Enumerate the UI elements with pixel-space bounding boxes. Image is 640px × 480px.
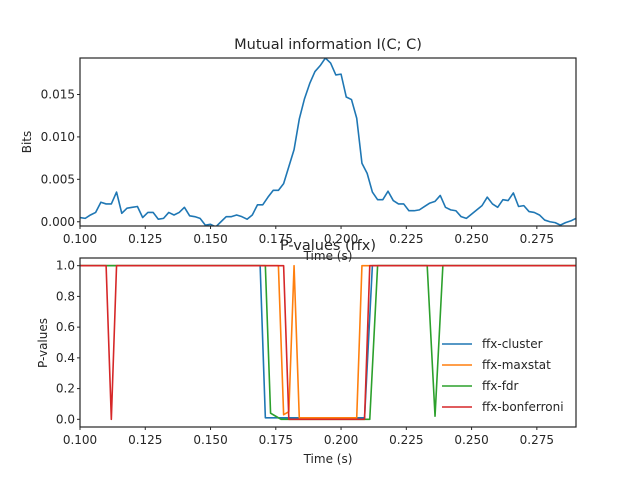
x-tick-label: 0.200 — [324, 232, 358, 246]
x-tick-label: 0.225 — [389, 433, 423, 447]
y-tick-label: 0.6 — [56, 320, 75, 334]
x-tick-label: 0.175 — [259, 232, 293, 246]
legend-label: ffx-maxstat — [482, 358, 551, 372]
x-axis-label: Time (s) — [303, 452, 353, 466]
y-tick-label: 0.4 — [56, 351, 75, 365]
x-tick-label: 0.275 — [520, 433, 554, 447]
y-axis-label: P-values — [36, 318, 50, 368]
mutual-information-panel: Mutual information I(C; C) 0.100 0.125 0.1… — [20, 37, 577, 263]
x-tick-label: 0.250 — [454, 232, 488, 246]
x-tick-label: 0.150 — [193, 433, 227, 447]
x-tick-label: 0.150 — [193, 232, 227, 246]
y-tick-label: 1.0 — [56, 259, 75, 273]
legend-label: ffx-cluster — [482, 337, 543, 351]
chart-title: Mutual information I(C; C) — [234, 37, 422, 53]
y-axis-label: Bits — [20, 131, 34, 154]
x-tick-label: 0.125 — [128, 433, 162, 447]
chart-title: P-values (rfx) — [280, 238, 376, 254]
x-axis: 0.100 0.125 0.150 0.175 0.200 0.225 0.250 0.275 — [63, 427, 554, 447]
series-line-series-0 — [80, 58, 576, 226]
axes-frame — [79, 57, 577, 227]
axes-frame — [79, 257, 577, 428]
legend-label: ffx-fdr — [482, 379, 519, 393]
y-axis: 0.000 0.005 0.010 0.015 — [41, 87, 80, 229]
y-tick-label: 0.8 — [56, 289, 75, 303]
x-axis-label: Time (s) — [303, 249, 353, 263]
y-tick-label: 0.0 — [56, 412, 75, 426]
x-tick-label: 0.250 — [454, 433, 488, 447]
y-tick-label: 0.010 — [41, 130, 75, 144]
x-tick-label: 0.125 — [128, 232, 162, 246]
plot-area — [80, 58, 576, 226]
x-tick-label: 0.275 — [520, 232, 554, 246]
series-line-ffx-bonferroni — [80, 264, 576, 421]
plot-area — [80, 264, 576, 421]
x-tick-label: 0.200 — [324, 433, 358, 447]
x-tick-label: 0.100 — [63, 433, 97, 447]
x-tick-label: 0.225 — [389, 232, 423, 246]
y-tick-label: 0.015 — [41, 87, 75, 101]
x-tick-label: 0.100 — [63, 232, 97, 246]
legend-label: ffx-bonferroni — [482, 400, 564, 414]
y-axis: 0.0 0.2 0.4 0.6 0.8 1.0 — [56, 259, 80, 426]
x-axis: 0.100 0.125 0.150 0.175 0.200 0.225 0.250 0.275 — [63, 226, 554, 246]
y-tick-label: 0.2 — [56, 382, 75, 396]
p-values-panel: P-values (rfx) 0.100 0.125 0.150 0.175 0.200… — [36, 238, 577, 466]
legend: ffx-cluster ffx-maxstat ffx-fdr ffx-bonferr… — [442, 337, 564, 414]
y-tick-label: 0.005 — [41, 172, 75, 186]
y-tick-label: 0.000 — [41, 215, 75, 229]
x-tick-label: 0.175 — [259, 433, 293, 447]
series-line-ffx-maxstat — [80, 264, 576, 419]
